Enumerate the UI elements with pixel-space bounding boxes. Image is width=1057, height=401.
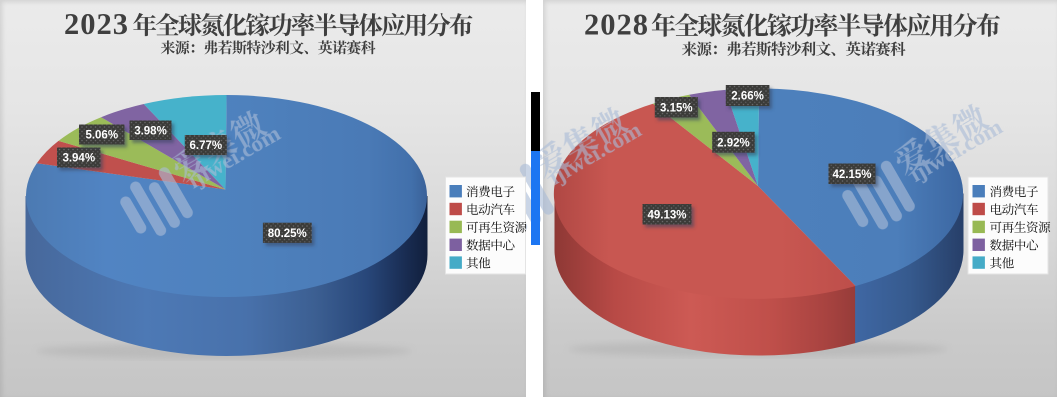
svg-text:80.25%: 80.25% <box>268 228 307 240</box>
svg-text:6.77%: 6.77% <box>189 140 222 152</box>
svg-text:49.13%: 49.13% <box>647 209 686 221</box>
svg-text:2.92%: 2.92% <box>717 137 750 149</box>
svg-text:2.66%: 2.66% <box>731 91 764 103</box>
svg-text:5.06%: 5.06% <box>85 130 118 142</box>
svg-text:42.15%: 42.15% <box>832 169 871 181</box>
svg-text:3.98%: 3.98% <box>134 125 167 137</box>
svg-text:3.94%: 3.94% <box>62 153 95 165</box>
svg-text:3.15%: 3.15% <box>660 102 693 114</box>
svg-text:2023: 2023 <box>64 7 129 41</box>
svg-text:2028: 2028 <box>584 8 649 42</box>
